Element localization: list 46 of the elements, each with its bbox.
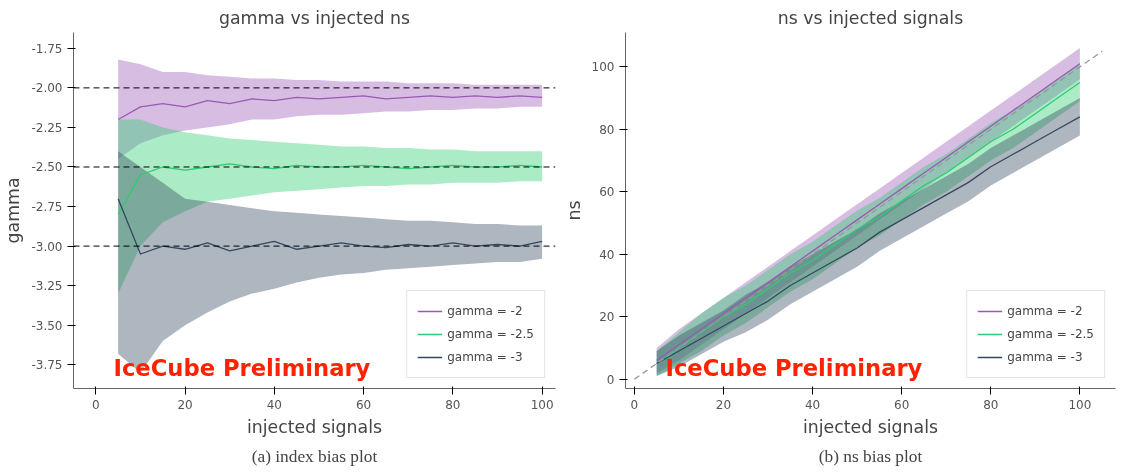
y-tick-label: -2.50	[31, 160, 63, 175]
y-tick-label: -2.00	[31, 81, 63, 96]
legend-label: gamma = -2.5	[1007, 327, 1094, 341]
y-tick-label: 40	[599, 247, 615, 262]
y-tick-label: -2.75	[31, 200, 63, 215]
text: (a) index bias plot	[251, 446, 378, 466]
y-tick-label: -1.75	[31, 41, 63, 56]
x-tick-label: 100	[530, 397, 554, 412]
chart-title: gamma vs injected ns	[218, 7, 411, 28]
x-axis-title: injected signals	[802, 416, 939, 437]
y-tick-label: -3.50	[31, 318, 63, 333]
x-tick-label: 80	[445, 397, 461, 412]
y-tick-label: 60	[599, 185, 615, 200]
legend-label: gamma = -2	[447, 304, 523, 318]
chart-title: ns vs injected signals	[777, 7, 964, 28]
x-tick-label: 40	[804, 397, 821, 412]
x-tick-label: 60	[355, 397, 372, 412]
y-tick-label: 80	[599, 122, 615, 137]
x-tick-label: 100	[1068, 397, 1092, 412]
y-tick-label: 100	[591, 60, 615, 75]
text: (b) ns bias plot	[818, 446, 923, 466]
y-tick-label: 20	[599, 310, 615, 325]
x-axis-title: injected signals	[246, 416, 383, 437]
line-series	[117, 197, 543, 255]
y-tick-label: -3.00	[31, 239, 63, 254]
y-tick-label: -2.25	[31, 120, 63, 135]
x-tick-label: 40	[266, 397, 282, 412]
y-axis-title: ns	[563, 200, 584, 221]
legend-label: gamma = -2.5	[447, 327, 534, 341]
y-tick-label: -3.25	[31, 279, 63, 294]
line-series	[117, 163, 543, 216]
line-series	[117, 95, 543, 121]
x-tick-label: 20	[715, 397, 732, 412]
x-tick-label: 0	[630, 397, 639, 412]
annotation: IceCube Preliminary	[665, 354, 923, 381]
x-tick-label: 80	[983, 397, 999, 412]
x-tick-label: 0	[92, 397, 100, 412]
y-tick-label: 0	[606, 372, 615, 387]
y-axis-title: gamma	[3, 177, 24, 244]
x-tick-label: 20	[177, 397, 193, 412]
legend-label: gamma = -3	[447, 350, 523, 364]
legend-label: gamma = -3	[1007, 350, 1083, 364]
legend-label: gamma = -2	[1007, 304, 1083, 318]
annotation: IceCube Preliminary	[113, 354, 371, 381]
y-tick-label: -3.75	[31, 358, 63, 373]
x-tick-label: 60	[894, 397, 910, 412]
